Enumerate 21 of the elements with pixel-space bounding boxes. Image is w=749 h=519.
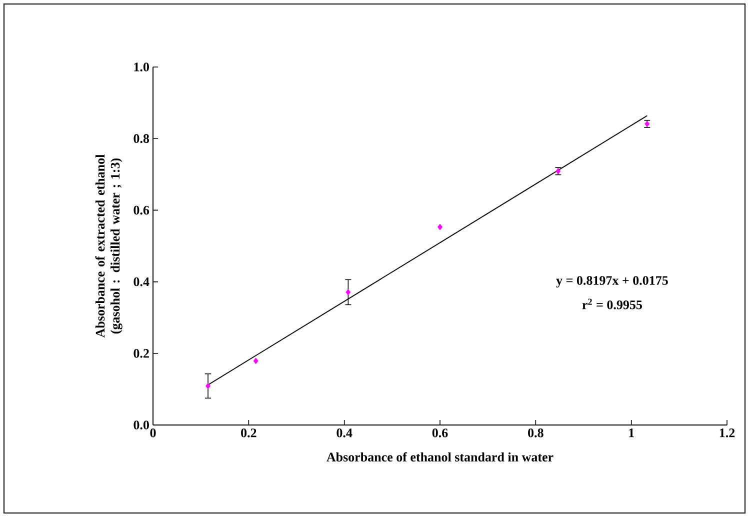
- y-tick-label: 0.8: [134, 134, 150, 144]
- y-axis-title: Absorbance of extracted ethanol (gasohol : distilled water ; 1:3): [95, 154, 122, 338]
- x-axis-title: Absorbance of ethanol standard in water: [326, 452, 554, 462]
- x-tick-label: 0: [150, 428, 156, 438]
- x-tick-label: 0.6: [432, 428, 448, 438]
- y-tick-label: 0.6: [134, 206, 150, 215]
- y-tick-label: 1.0: [134, 62, 149, 72]
- x-tick-label: 0.8: [528, 428, 544, 438]
- x-tick-label: 0.2: [241, 428, 256, 438]
- x-tick-label: 0.4: [336, 428, 352, 438]
- point: [206, 382, 210, 390]
- annotation: r$^{2}$ = 0.9955: [582, 298, 642, 310]
- point: [346, 288, 351, 296]
- point: [438, 224, 442, 230]
- y-tick-label: 0.4: [134, 277, 150, 286]
- point: [253, 358, 258, 364]
- x-tick-label: 1.2: [720, 428, 735, 438]
- annotation: y = 0.8197x + 0.0175: [556, 276, 668, 288]
- y-tick-label: 0.2: [134, 348, 149, 358]
- y-tick-label: 0.0: [134, 420, 149, 430]
- x-tick-label: 1: [629, 428, 634, 438]
